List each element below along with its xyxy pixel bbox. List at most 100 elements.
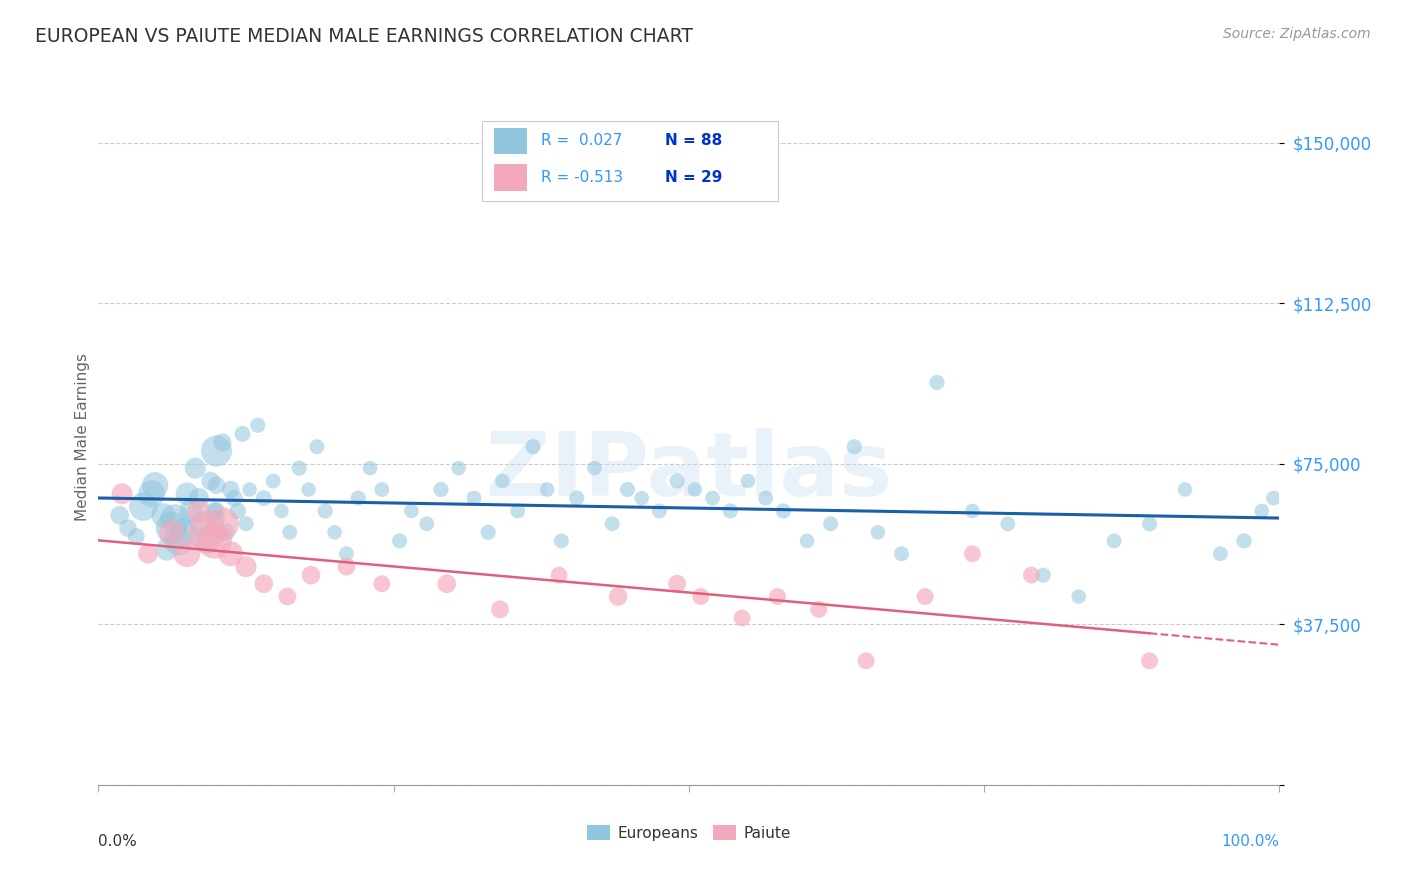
Point <box>1021 568 1043 582</box>
Point <box>132 500 155 514</box>
Point <box>211 516 233 531</box>
Point <box>335 559 357 574</box>
Point <box>666 474 689 488</box>
Point <box>463 491 485 505</box>
Text: N = 29: N = 29 <box>665 170 723 186</box>
Point <box>191 516 214 531</box>
Point <box>583 461 606 475</box>
Point <box>335 547 357 561</box>
Point <box>962 504 984 518</box>
Point <box>180 504 202 518</box>
Point <box>253 491 276 505</box>
Point <box>648 504 671 518</box>
Point <box>205 444 228 458</box>
Text: 0.0%: 0.0% <box>98 834 138 848</box>
Point <box>205 504 228 518</box>
Point <box>195 533 218 548</box>
Point <box>489 602 512 616</box>
Point <box>211 435 233 450</box>
Point <box>1250 504 1272 518</box>
Point <box>807 602 830 616</box>
Point <box>202 504 225 518</box>
Point <box>246 418 269 433</box>
Point <box>666 576 689 591</box>
Point <box>111 487 134 501</box>
Point <box>125 530 148 544</box>
Point <box>195 525 218 540</box>
Point <box>890 547 912 561</box>
Point <box>766 590 789 604</box>
Point <box>1139 516 1161 531</box>
Point <box>436 576 458 591</box>
Point <box>522 440 544 454</box>
Point <box>235 516 257 531</box>
Point <box>262 474 284 488</box>
Y-axis label: Median Male Earnings: Median Male Earnings <box>75 353 90 521</box>
Text: 100.0%: 100.0% <box>1222 834 1279 848</box>
Point <box>1263 491 1285 505</box>
Point <box>299 568 322 582</box>
Point <box>1032 568 1054 582</box>
Point <box>447 461 470 475</box>
Point <box>117 521 139 535</box>
Point <box>305 440 328 454</box>
Point <box>506 504 529 518</box>
Text: N = 88: N = 88 <box>665 134 723 148</box>
Point <box>388 533 411 548</box>
Bar <box>494 164 527 191</box>
Point <box>278 525 301 540</box>
Point <box>167 533 190 548</box>
Point <box>1174 483 1197 497</box>
Point <box>323 525 346 540</box>
Point <box>276 590 298 604</box>
Point <box>962 547 984 561</box>
Bar <box>482 120 778 201</box>
Point <box>616 483 638 497</box>
Point <box>141 487 163 501</box>
Point <box>231 426 253 441</box>
Point <box>253 576 276 591</box>
Point <box>683 483 706 497</box>
Point <box>187 504 209 518</box>
Point <box>844 440 866 454</box>
Point <box>755 491 778 505</box>
Point <box>371 483 394 497</box>
Point <box>176 547 198 561</box>
Point <box>359 461 381 475</box>
Point <box>202 533 225 548</box>
Point <box>731 611 754 625</box>
Text: R =  0.027: R = 0.027 <box>541 134 623 148</box>
Point <box>630 491 652 505</box>
Point <box>219 547 242 561</box>
Point <box>772 504 794 518</box>
Point <box>239 483 262 497</box>
Point <box>689 590 711 604</box>
Point <box>550 533 572 548</box>
Point <box>200 474 222 488</box>
Point <box>401 504 423 518</box>
Point <box>298 483 321 497</box>
Point <box>866 525 889 540</box>
Point <box>718 504 741 518</box>
Point <box>136 547 159 561</box>
Point <box>536 483 558 497</box>
Point <box>737 474 759 488</box>
Point <box>416 516 439 531</box>
Point <box>184 461 207 475</box>
Point <box>165 512 187 526</box>
Point <box>226 504 249 518</box>
Point <box>600 516 623 531</box>
Point <box>160 525 183 540</box>
Legend: Europeans, Paiute: Europeans, Paiute <box>581 819 797 847</box>
Point <box>143 478 166 492</box>
Point <box>491 474 513 488</box>
Point <box>925 376 948 390</box>
Point <box>1233 533 1256 548</box>
Point <box>855 654 877 668</box>
Point <box>205 478 228 492</box>
Bar <box>494 128 527 154</box>
Point <box>152 508 174 523</box>
Point <box>607 590 630 604</box>
Point <box>796 533 818 548</box>
Point <box>172 525 194 540</box>
